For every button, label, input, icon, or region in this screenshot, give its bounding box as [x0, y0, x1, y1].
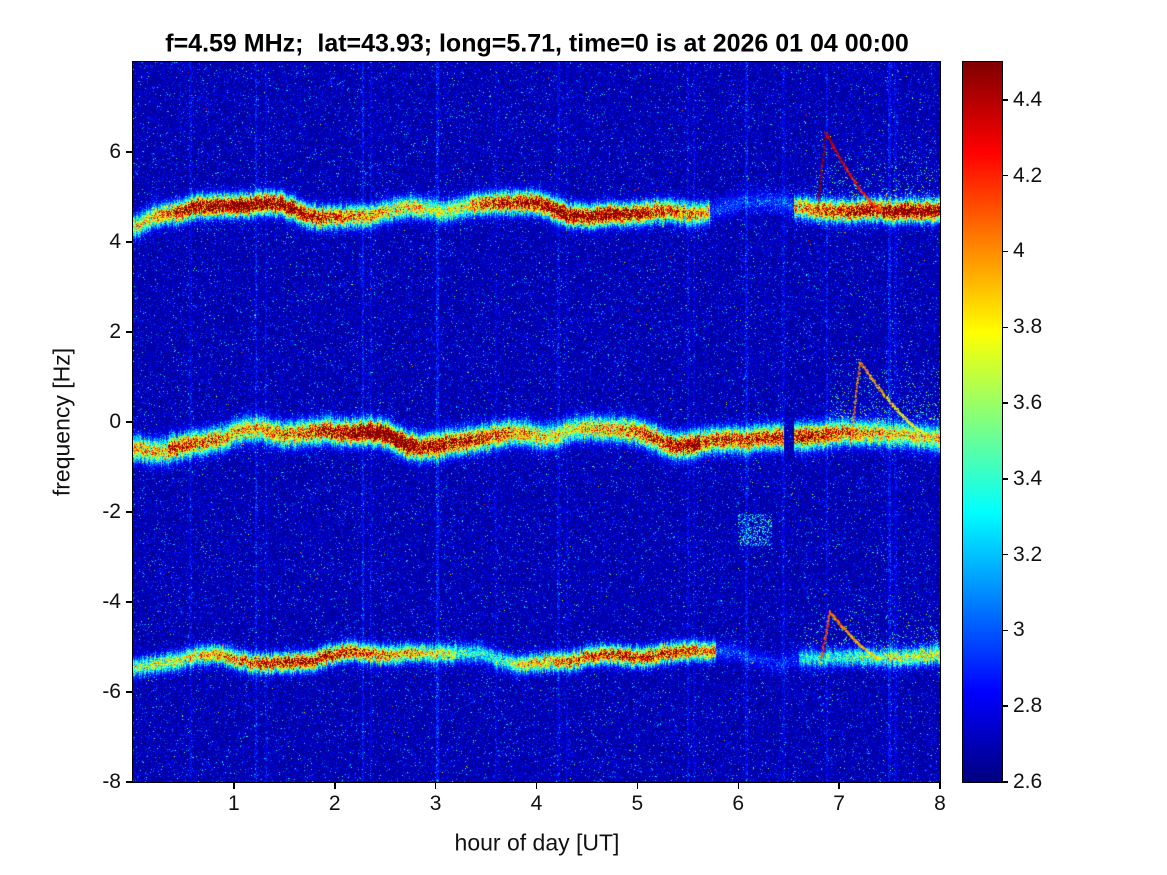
colorbar-tick-label: 3.4 [1013, 466, 1043, 490]
colorbar-tick-mark [1003, 478, 1008, 480]
x-tick-label: 5 [631, 792, 644, 815]
colorbar-tick-label: 4 [1013, 239, 1025, 263]
x-tick-mark [838, 783, 840, 789]
colorbar-tick-mark [1003, 250, 1008, 253]
y-tick-label: -2 [102, 500, 121, 523]
colorbar-tick-label: 4.4 [1013, 87, 1043, 111]
y-tick-label: -4 [102, 590, 121, 613]
x-tick-mark [434, 783, 437, 789]
colorbar-tick-label: 4.2 [1013, 163, 1043, 187]
y-tick-label: 0 [109, 410, 121, 433]
colorbar-tick-label: 2.6 [1013, 770, 1043, 793]
spectrogram-heatmap [133, 62, 940, 782]
colorbar-tick-label: 3.8 [1013, 315, 1043, 339]
y-tick-mark [126, 331, 132, 333]
colorbar-tick-mark [1003, 705, 1008, 707]
x-tick-label: 2 [328, 792, 341, 815]
colorbar-tick-mark [1003, 553, 1008, 556]
colorbar-tick-mark [1003, 781, 1008, 783]
y-tick-label: -6 [102, 680, 121, 703]
y-tick-label: -8 [102, 770, 121, 793]
x-tick-label: 7 [833, 792, 845, 815]
colorbar-tick-mark [1003, 174, 1008, 177]
colorbar-tick-label: 3 [1013, 618, 1025, 642]
x-tick-mark [737, 783, 739, 789]
y-tick-mark [126, 511, 132, 513]
x-tick-label: 8 [934, 792, 946, 815]
colorbar-tick-label: 2.8 [1013, 694, 1043, 718]
colorbar-gradient [963, 62, 1002, 782]
y-tick-label: 6 [109, 140, 121, 163]
x-tick-label: 1 [228, 792, 240, 815]
x-tick-mark [334, 783, 336, 789]
y-tick-mark [126, 691, 132, 693]
y-tick-mark [126, 601, 132, 603]
y-tick-label: 2 [109, 320, 121, 343]
y-tick-mark [126, 241, 132, 243]
chart-title: f=4.59 MHz; lat=43.93; long=5.71, time=0… [165, 29, 909, 58]
y-tick-mark [126, 151, 132, 153]
x-tick-label: 6 [732, 792, 745, 815]
colorbar-tick-label: 3.2 [1013, 542, 1043, 566]
colorbar-tick-mark [1003, 402, 1008, 404]
y-tick-label: 4 [109, 230, 121, 253]
y-tick-mark [126, 421, 132, 423]
x-tick-mark [233, 783, 235, 789]
x-tick-mark [535, 783, 538, 789]
x-tick-mark [939, 783, 941, 789]
x-axis-label: hour of day [UT] [454, 829, 620, 856]
colorbar-tick-mark [1003, 326, 1008, 328]
colorbar-tick-mark [1003, 629, 1008, 632]
y-tick-mark [126, 781, 132, 783]
x-tick-label: 3 [429, 792, 442, 815]
x-tick-mark [636, 783, 639, 789]
colorbar-tick-label: 3.6 [1013, 391, 1043, 415]
colorbar-tick-mark [1003, 99, 1008, 101]
x-tick-label: 4 [530, 792, 543, 815]
